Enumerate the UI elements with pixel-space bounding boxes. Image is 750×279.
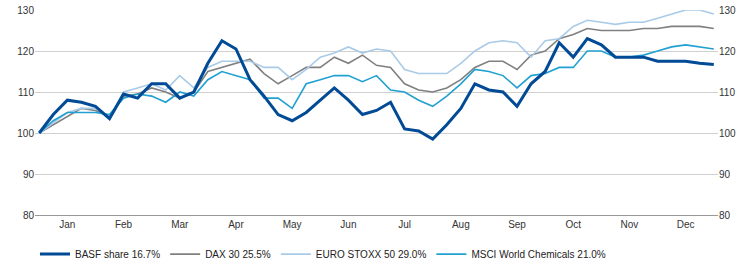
svg-text:80: 80 xyxy=(23,210,35,221)
svg-text:Jan: Jan xyxy=(59,219,75,230)
svg-text:MSCI World Chemicals 21.0%: MSCI World Chemicals 21.0% xyxy=(471,249,605,260)
svg-text:Nov: Nov xyxy=(621,219,639,230)
svg-text:Oct: Oct xyxy=(565,219,581,230)
svg-text:Dec: Dec xyxy=(677,219,695,230)
svg-text:120: 120 xyxy=(17,46,34,57)
svg-text:DAX 30 25.5%: DAX 30 25.5% xyxy=(205,249,271,260)
svg-text:Jul: Jul xyxy=(398,219,411,230)
svg-text:Aug: Aug xyxy=(452,219,470,230)
svg-text:90: 90 xyxy=(23,169,35,180)
svg-text:130: 130 xyxy=(719,5,736,16)
svg-text:EURO STOXX 50 29.0%: EURO STOXX 50 29.0% xyxy=(316,249,427,260)
svg-text:90: 90 xyxy=(719,169,731,180)
svg-text:80: 80 xyxy=(719,210,731,221)
svg-text:110: 110 xyxy=(18,87,34,98)
svg-text:Sep: Sep xyxy=(508,219,526,230)
svg-text:100: 100 xyxy=(17,128,34,139)
svg-text:Feb: Feb xyxy=(115,219,133,230)
svg-text:100: 100 xyxy=(719,128,736,139)
svg-text:130: 130 xyxy=(17,5,34,16)
svg-text:120: 120 xyxy=(719,46,736,57)
svg-text:Jun: Jun xyxy=(340,219,356,230)
svg-text:May: May xyxy=(283,219,302,230)
svg-text:110: 110 xyxy=(719,87,735,98)
svg-text:BASF share 16.7%: BASF share 16.7% xyxy=(75,249,160,260)
svg-text:Apr: Apr xyxy=(228,219,244,230)
svg-text:Mar: Mar xyxy=(171,219,189,230)
